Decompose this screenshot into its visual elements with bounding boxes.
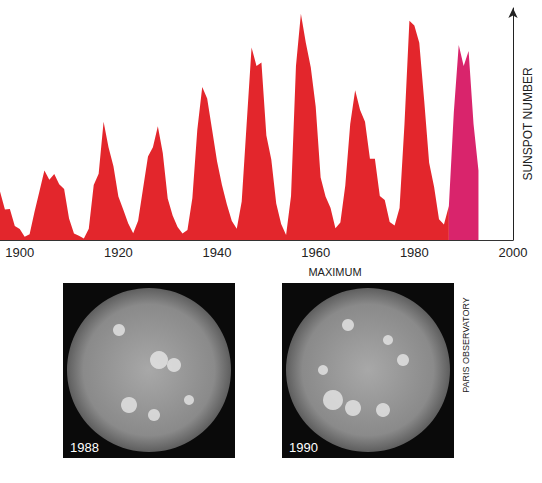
svg-text:2000: 2000 (499, 245, 528, 260)
svg-text:1940: 1940 (203, 245, 232, 260)
svg-text:1920: 1920 (104, 245, 133, 260)
svg-text:1990: 1990 (289, 440, 318, 455)
svg-text:1900: 1900 (5, 245, 34, 260)
svg-text:1980: 1980 (400, 245, 429, 260)
svg-text:MAXIMUM: MAXIMUM (308, 266, 361, 278)
svg-text:PARIS OBSERVATORY: PARIS OBSERVATORY (461, 297, 471, 393)
svg-text:SUNSPOT NUMBER: SUNSPOT NUMBER (521, 67, 535, 180)
svg-text:1988: 1988 (70, 440, 99, 455)
svg-text:1960: 1960 (301, 245, 330, 260)
